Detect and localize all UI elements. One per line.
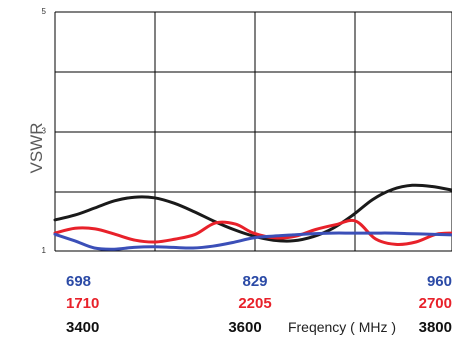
x-tick-label: 698 bbox=[66, 273, 91, 290]
x-tick-label: 3400 bbox=[66, 319, 99, 336]
series-layer bbox=[55, 185, 452, 249]
x-tick-label: 2205 bbox=[238, 295, 271, 312]
x-axis-label: Freqency ( MHz ) bbox=[288, 319, 396, 335]
x-tick-label: 829 bbox=[242, 273, 267, 290]
x-tick-label: 2700 bbox=[419, 295, 452, 312]
grid bbox=[55, 12, 452, 251]
y-axis-label: VSWR bbox=[27, 123, 46, 174]
x-tick-label: 3800 bbox=[419, 319, 452, 336]
y-tick-label: 1 bbox=[42, 246, 47, 255]
x-tick-label: 1710 bbox=[66, 295, 99, 312]
y-tick-label: 5 bbox=[42, 7, 47, 16]
x-tick-label: 960 bbox=[427, 273, 452, 290]
x-tick-label: 3600 bbox=[228, 319, 261, 336]
